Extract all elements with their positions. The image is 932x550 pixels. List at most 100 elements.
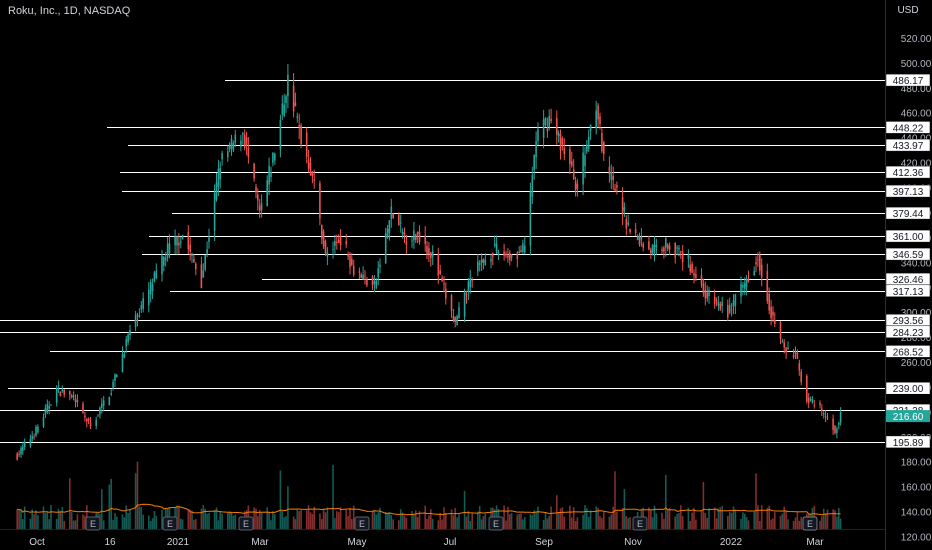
volume-bar <box>770 519 772 529</box>
time-axis[interactable]: Oct 16 2021 Mar May Jul Sep Nov 2022 Mar <box>29 537 824 548</box>
volume-bar <box>522 519 524 529</box>
candle-body <box>572 169 575 180</box>
candle-body <box>384 233 387 264</box>
candle-body <box>732 300 735 307</box>
volume-bar <box>524 516 526 529</box>
candle-body <box>140 305 143 310</box>
volume-bar <box>745 517 748 529</box>
volume-bar <box>35 510 37 529</box>
volume-bar <box>832 509 834 529</box>
last-price-tag <box>886 410 930 423</box>
volume-bar <box>798 520 801 529</box>
volume-bar <box>674 516 676 529</box>
volume-bar <box>178 505 180 529</box>
volume-bar <box>744 513 746 529</box>
volume-bar <box>180 518 182 529</box>
candle-body <box>178 242 180 246</box>
candle-body <box>665 238 667 248</box>
price-tick-label: 120.00 <box>901 533 932 544</box>
price-tick-label: 260.00 <box>901 358 932 369</box>
candle-body <box>589 124 592 131</box>
candle-body <box>668 245 671 250</box>
candle-body <box>484 259 487 266</box>
candle-body <box>285 96 287 103</box>
volume-bar <box>668 508 671 529</box>
candle-body <box>811 399 814 403</box>
candle-body <box>112 381 114 388</box>
candle-body <box>822 413 825 415</box>
candle-body <box>151 284 154 292</box>
volume-bar <box>734 509 737 529</box>
candle-body <box>206 249 208 255</box>
volume-bar <box>650 510 652 529</box>
volume-bar <box>648 507 650 529</box>
volume-bar <box>721 506 723 529</box>
candle-body <box>824 416 827 417</box>
candle-body <box>821 408 823 412</box>
candle-body <box>213 192 216 231</box>
price-tick-label: 500.00 <box>901 59 932 70</box>
candle-body <box>809 398 812 400</box>
volume-bar <box>550 506 552 529</box>
candle-body <box>148 289 150 306</box>
earnings-marker <box>488 516 504 531</box>
level-price-tag <box>885 73 931 87</box>
candle-body <box>546 128 549 132</box>
candle-body <box>783 342 785 348</box>
level-price-value: 412.36 <box>893 168 924 179</box>
candle-body <box>655 244 658 247</box>
volume-bar <box>127 513 129 529</box>
candle-body <box>411 240 413 242</box>
candle-body <box>215 182 218 200</box>
candle-body <box>300 125 302 145</box>
volume-bar <box>608 516 611 529</box>
candle-body <box>364 275 366 277</box>
candle-body <box>676 247 678 249</box>
volume-bar <box>687 507 690 529</box>
candle-body <box>563 147 566 155</box>
volume-bar <box>305 510 308 529</box>
candle-body <box>138 314 141 317</box>
candle-body <box>542 119 545 138</box>
candle-body <box>695 274 697 278</box>
volume-bar <box>471 513 473 529</box>
candle-body <box>520 250 522 253</box>
level-price-tag <box>885 435 931 449</box>
volume-bar <box>345 509 347 529</box>
volume-bar <box>757 505 759 529</box>
candle-body <box>373 281 376 285</box>
candle-body <box>42 417 45 427</box>
volume-bar <box>533 510 535 529</box>
candle-body <box>727 305 729 318</box>
volume-bar <box>125 505 127 529</box>
volume-bar <box>556 495 558 529</box>
volume-bar <box>136 461 139 529</box>
candle-body <box>781 341 784 343</box>
level-price-tag <box>885 325 931 339</box>
volume-bar <box>597 507 599 529</box>
volume-bar <box>149 521 152 529</box>
volume-bar <box>411 511 413 529</box>
time-tick-label: Mar <box>251 537 269 548</box>
candle-body <box>22 446 24 451</box>
candle-body <box>836 428 838 433</box>
volume-bar <box>416 517 419 529</box>
candle-body <box>307 159 310 169</box>
volume-bar <box>349 507 351 529</box>
volume-bar <box>431 518 434 529</box>
volume-bar <box>57 508 60 529</box>
candle-body <box>392 213 394 218</box>
candle-body <box>349 256 351 267</box>
volume-bar <box>621 508 624 529</box>
volume-bar <box>189 509 191 529</box>
candle-body <box>467 281 470 292</box>
volume-bar <box>665 474 667 529</box>
candle-body <box>242 133 244 135</box>
candle-body <box>18 454 20 456</box>
candle-body <box>339 235 342 245</box>
volume-bar <box>465 516 468 529</box>
volume-bar <box>384 512 387 529</box>
earnings-marker-label: E <box>493 519 499 529</box>
level-price-labels: 486.17 448.22 433.97 412.36 397.13 379.44 361.… <box>885 73 931 449</box>
